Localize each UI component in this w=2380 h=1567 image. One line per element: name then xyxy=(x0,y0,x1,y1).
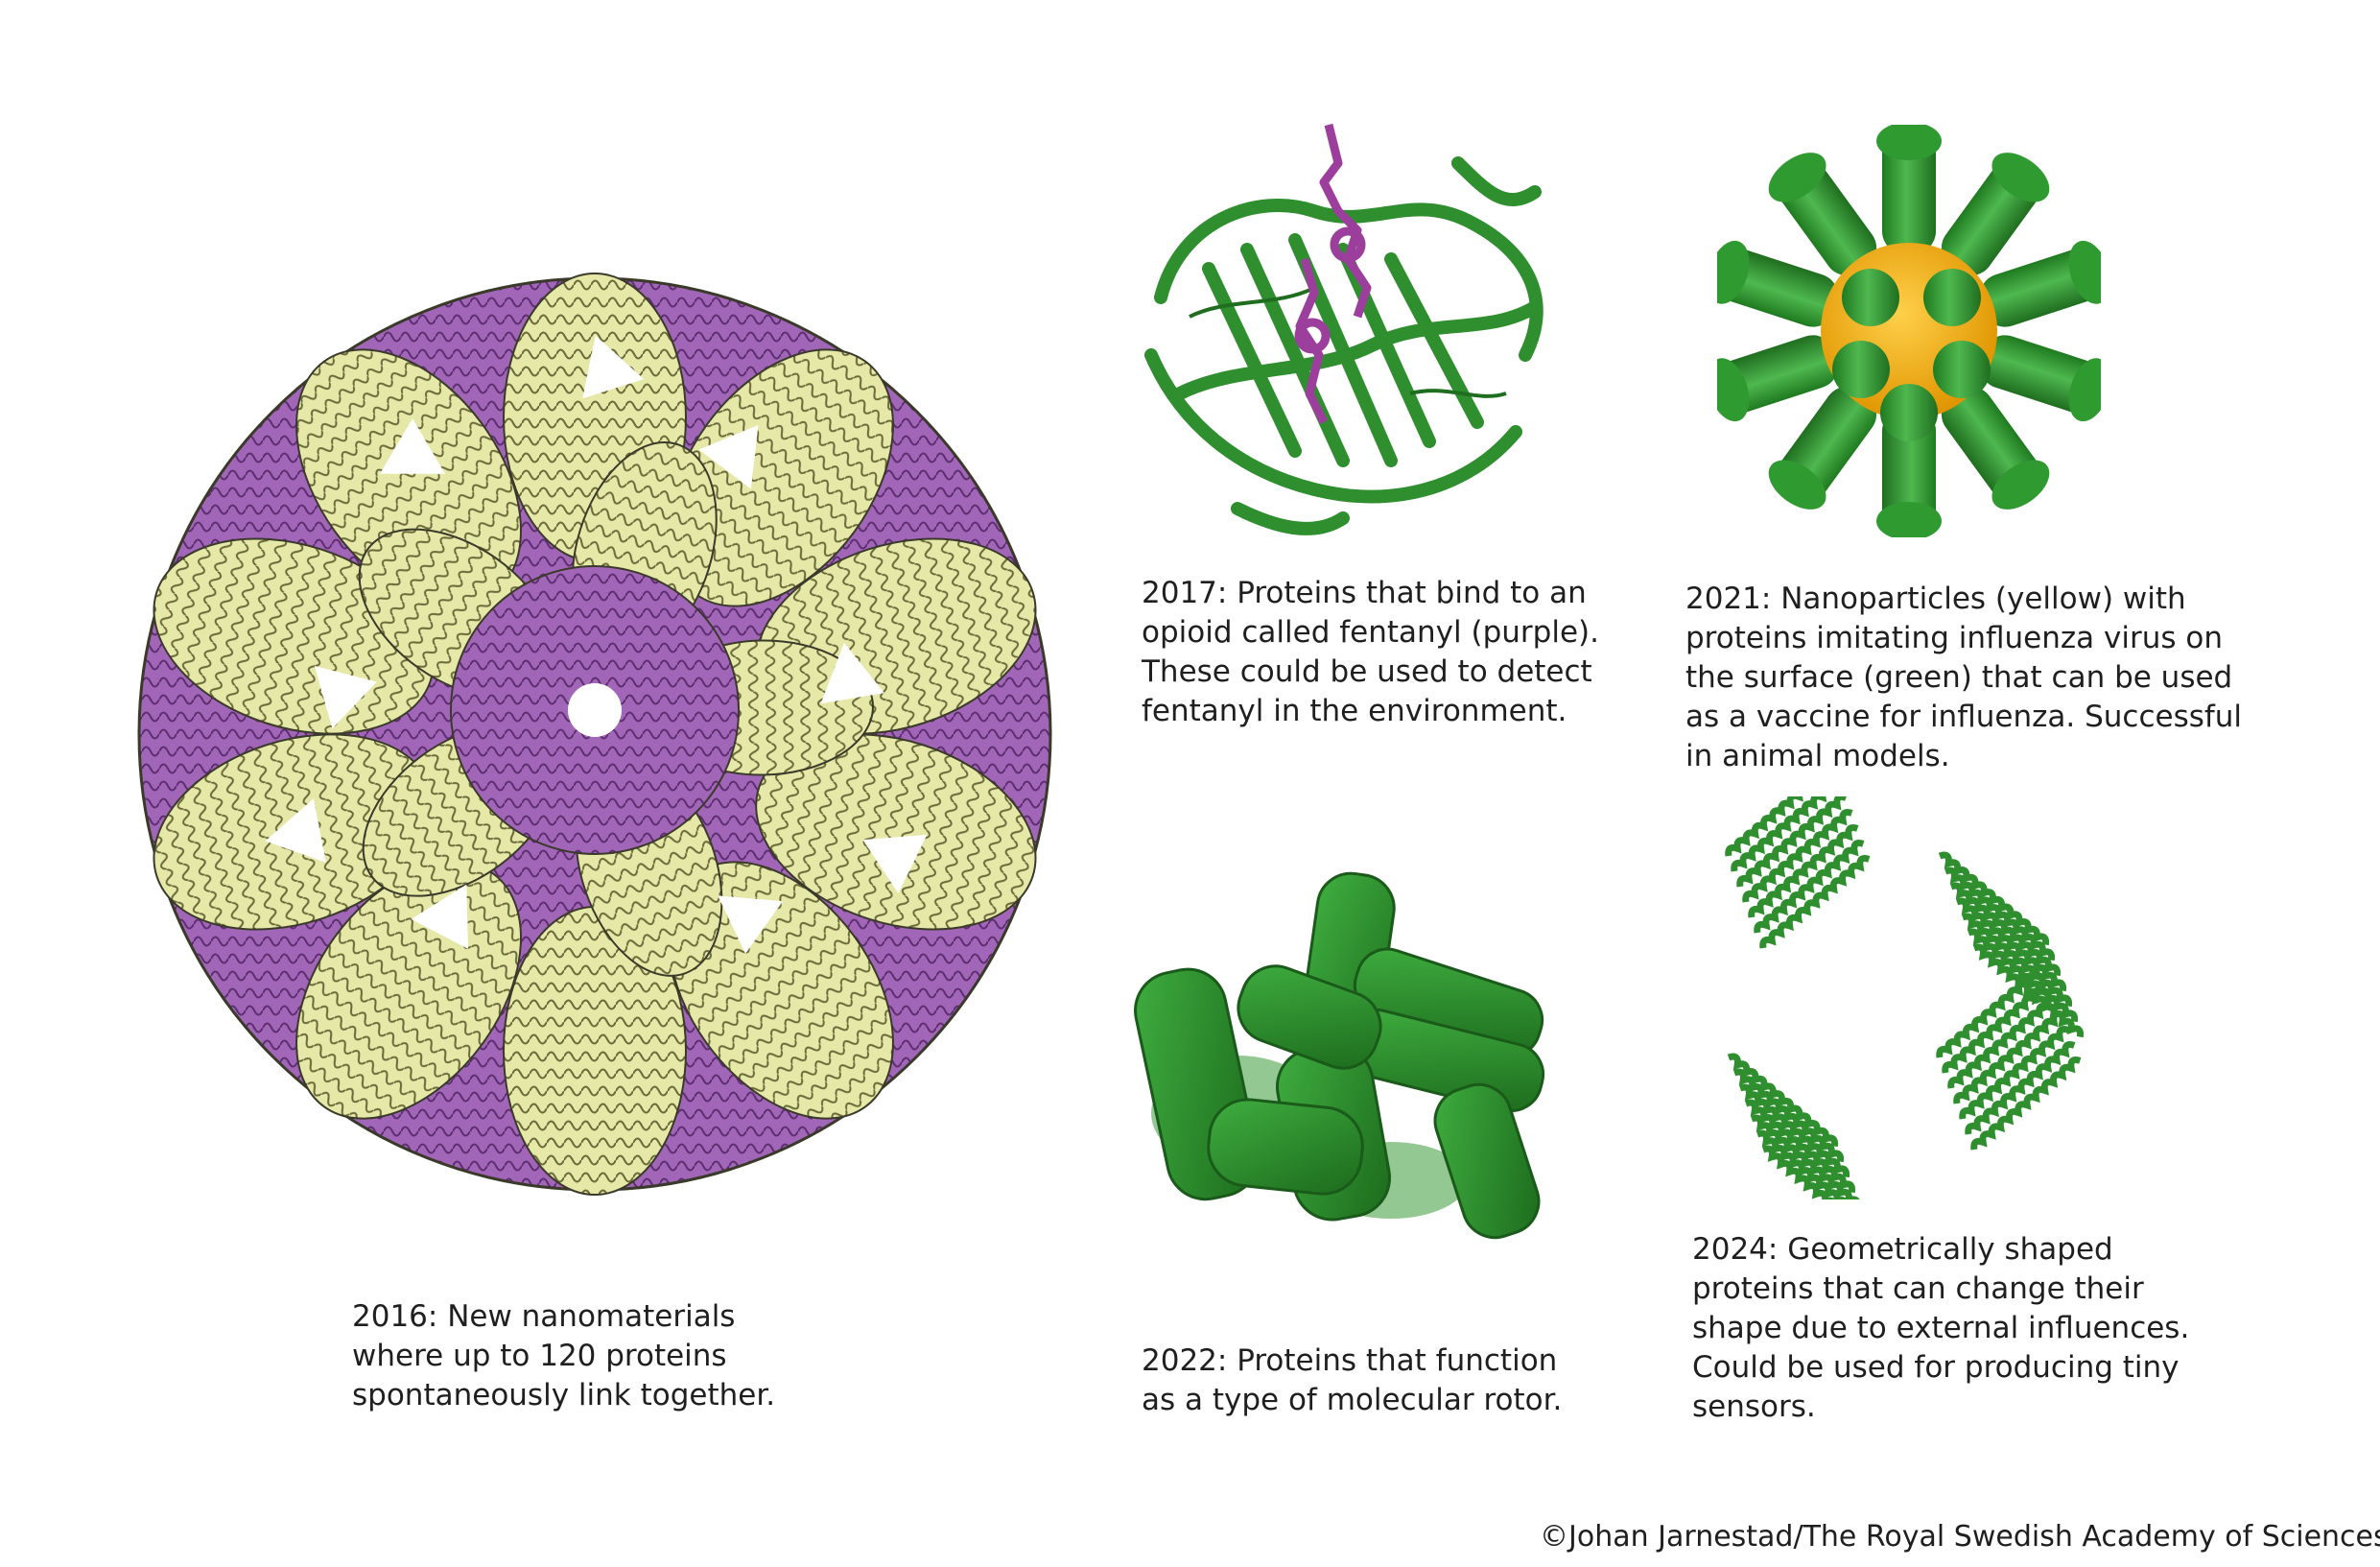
icosahedral-nanocage-illustration xyxy=(137,273,1052,1196)
helix xyxy=(1756,1129,1868,1199)
caption-line: 2016: New nanomaterials xyxy=(352,1299,736,1334)
surface-spike xyxy=(1923,269,1981,326)
caption-2017: 2017: Proteins that bind to an opioid ca… xyxy=(1142,574,1599,731)
caption-line: as a vaccine for influenza. Successful xyxy=(1685,700,2243,734)
surface-spike xyxy=(1876,125,1942,254)
cage-pore xyxy=(380,418,445,474)
caption-line: the surface (green) that can be used xyxy=(1685,660,2233,695)
helix xyxy=(1942,980,2053,1074)
pale-yellow-subunit xyxy=(755,733,1037,931)
caption-line: where up to 120 proteins xyxy=(352,1339,727,1373)
cage-pore xyxy=(862,834,928,893)
helix xyxy=(1754,840,1865,934)
caption-line: proteins that can change their xyxy=(1692,1271,2144,1306)
helix xyxy=(1732,1068,1845,1163)
helix xyxy=(1725,796,1836,857)
helix xyxy=(1961,913,2073,1008)
caption-line: fentanyl in the environment. xyxy=(1142,694,1567,728)
surface-spike xyxy=(1979,240,2101,327)
helix xyxy=(1727,1053,1839,1148)
caption-2024: 2024: Geometrically shaped proteins that… xyxy=(1692,1230,2189,1427)
cage-pore xyxy=(718,895,783,954)
surface-spike xyxy=(1941,386,2050,510)
caption-line: Could be used for producing tiny xyxy=(1692,1350,2180,1385)
helix xyxy=(1967,928,2079,1023)
caption-line: opioid called fentanyl (purple). xyxy=(1142,615,1599,650)
surface-spike xyxy=(1941,153,2050,276)
helix xyxy=(1761,1145,1873,1199)
helix xyxy=(1955,897,2067,992)
caption-2022: 2022: Proteins that function as a type o… xyxy=(1142,1341,1562,1420)
caption-line: 2017: Proteins that bind to an xyxy=(1142,576,1587,610)
molecular-rotor-illustration xyxy=(1134,871,1545,1240)
surface-spike xyxy=(1979,335,2101,422)
caption-line: in animal models. xyxy=(1685,739,1950,773)
caption-line: proteins imitating influenza virus on xyxy=(1685,621,2223,655)
influenza-vaccine-nanoparticle-illustration xyxy=(1717,125,2101,537)
surface-spike xyxy=(1876,408,1942,537)
image-credit: ©Johan Jarnestad/The Royal Swedish Acade… xyxy=(1540,1520,2380,1554)
helix xyxy=(1742,809,1853,903)
cage-pore xyxy=(820,642,884,704)
helix xyxy=(1938,851,2050,946)
helix xyxy=(1936,964,2047,1058)
helix xyxy=(1731,796,1842,872)
surface-spike xyxy=(1842,269,1899,326)
helix xyxy=(1949,882,2062,977)
helix xyxy=(1959,1026,2070,1120)
caption-line: sensors. xyxy=(1692,1389,1816,1424)
helix xyxy=(1759,855,1871,949)
helix xyxy=(1944,867,2056,962)
surface-spike xyxy=(1880,384,1938,441)
caption-line: 2024: Geometrically shaped xyxy=(1692,1232,2113,1267)
helix xyxy=(1750,1114,1862,1199)
helix xyxy=(1744,1099,1856,1194)
cage-pore xyxy=(582,335,645,399)
fentanyl-binding-protein-illustration xyxy=(1144,123,1543,535)
helix xyxy=(1748,824,1859,918)
helix xyxy=(1736,796,1848,888)
helix xyxy=(1738,1083,1850,1178)
caption-line: spontaneously link together. xyxy=(352,1378,776,1413)
helix xyxy=(1953,1010,2064,1104)
helix xyxy=(1965,1041,2076,1135)
surface-spike xyxy=(1832,341,1890,398)
caption-line: 2022: Proteins that function xyxy=(1142,1343,1558,1378)
helix xyxy=(1947,995,2059,1089)
caption-2021: 2021: Nanoparticles (yellow) with protei… xyxy=(1685,580,2242,776)
cage-pore xyxy=(265,798,326,863)
surface-spike xyxy=(1717,240,1839,327)
cage-pore xyxy=(698,424,759,489)
surface-spike xyxy=(1768,386,1877,510)
caption-line: 2021: Nanoparticles (yellow) with xyxy=(1685,582,2186,616)
caption-line: These could be used to detect xyxy=(1142,654,1592,689)
cage-pore xyxy=(411,884,469,949)
helix xyxy=(1970,1057,2082,1151)
surface-spike xyxy=(1717,335,1839,422)
caption-line: shape due to external influences. xyxy=(1692,1311,2190,1345)
caption-2016: 2016: New nanomaterials where up to 120 … xyxy=(352,1297,775,1415)
caption-line: as a type of molecular rotor. xyxy=(1142,1383,1563,1417)
surface-spike xyxy=(1768,153,1877,276)
helix xyxy=(1972,943,2085,1038)
cage-pore xyxy=(314,665,377,729)
geometric-shape-changing-protein-illustration xyxy=(1725,796,2085,1199)
surface-spike xyxy=(1933,341,1991,398)
